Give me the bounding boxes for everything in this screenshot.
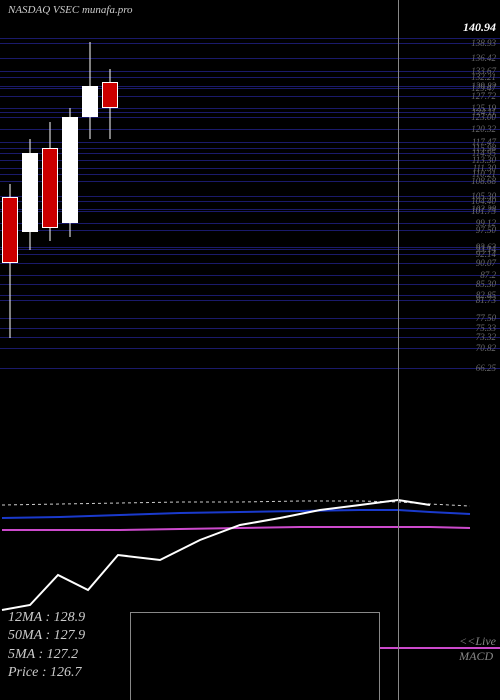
bottom-box xyxy=(130,612,380,700)
ma-info-panel: 12MA : 128.9 50MA : 127.9 5MA : 127.2 Pr… xyxy=(8,609,85,682)
crosshair-vline xyxy=(398,0,399,700)
stock-chart: NASDAQ VSEC munafa.pro 140.94 12MA : 128… xyxy=(0,0,500,700)
ma5-label: 5MA : 127.2 xyxy=(8,646,85,664)
macd-text: MACD xyxy=(459,649,493,663)
ma50-label: 50MA : 127.9 xyxy=(8,627,85,645)
ma12-label: 12MA : 128.9 xyxy=(8,609,85,627)
price-label: Price : 126.7 xyxy=(8,664,85,682)
indicator-lines xyxy=(0,0,500,700)
chart-header: NASDAQ VSEC munafa.pro xyxy=(8,4,133,16)
macd-prefix: <<Live xyxy=(459,634,496,648)
macd-label: <<Live MACD xyxy=(459,634,496,664)
price-top-label: 140.94 xyxy=(463,20,496,35)
